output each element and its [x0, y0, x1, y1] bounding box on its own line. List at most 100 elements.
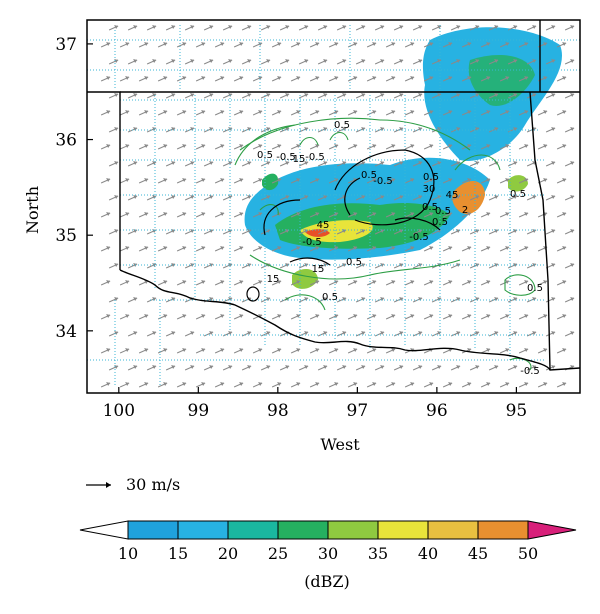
- wind-vector-head: [323, 297, 328, 301]
- wind-vector-head: [410, 382, 415, 386]
- wind-vector-head: [296, 382, 301, 386]
- wind-vector-head: [494, 127, 499, 131]
- wind-vector-head: [201, 382, 206, 386]
- wind-vector-head: [494, 25, 499, 29]
- wind-vector-head: [361, 93, 366, 97]
- wind-vector-head: [296, 212, 301, 216]
- black-contour: [334, 149, 435, 226]
- wind-vector-head: [372, 348, 377, 352]
- wind-vector-head: [456, 263, 461, 267]
- wind-vector-head: [201, 178, 206, 182]
- wind-vector-head: [551, 127, 556, 131]
- wind-vector-head: [114, 93, 119, 97]
- wind-vector-head: [410, 314, 415, 318]
- wind-vector-head: [323, 59, 328, 63]
- wind-vector-head: [524, 42, 529, 46]
- wind-vector-head: [171, 93, 176, 97]
- wind-vector-head: [125, 144, 130, 148]
- wind-vector-head: [285, 195, 290, 199]
- wind-vector-head: [456, 365, 461, 369]
- wind-vector-head: [258, 246, 263, 250]
- wind-vector-head: [524, 76, 529, 80]
- wind-vector-head: [323, 127, 328, 131]
- wind-vector-head: [418, 93, 423, 97]
- colorbar-tick-label: 40: [418, 544, 438, 563]
- wind-vector-head: [342, 93, 347, 97]
- contour-value-label: -0.5: [305, 152, 325, 163]
- wind-vector-head: [315, 212, 320, 216]
- green-contour: [299, 136, 319, 146]
- wind-vector-head: [475, 331, 480, 335]
- wind-vector-head: [570, 127, 575, 131]
- colorbar-unit-label: (dBZ): [304, 572, 350, 591]
- y-tick-label: 36: [55, 131, 77, 151]
- wind-vector-head: [513, 195, 518, 199]
- reference-vector-arrowhead: [106, 482, 111, 488]
- wind-vector-head: [285, 59, 290, 63]
- black-contour: [344, 177, 361, 216]
- wind-vector-head: [551, 297, 556, 301]
- wind-vector-head: [410, 280, 415, 284]
- wind-vector-head: [239, 212, 244, 216]
- wind-vector-head: [467, 42, 472, 46]
- contour-value-label: 2: [462, 205, 468, 216]
- wind-vector-head: [513, 331, 518, 335]
- wind-vector-head: [353, 110, 358, 114]
- reflectivity-region-east-cell: [452, 180, 485, 215]
- wind-vector-head: [551, 161, 556, 165]
- wind-vector-head: [562, 42, 567, 46]
- wind-vector-head: [220, 212, 225, 216]
- colorbar-tick-label: 35: [368, 544, 388, 563]
- wind-vector-head: [372, 382, 377, 386]
- wind-vector-head: [391, 246, 396, 250]
- wind-vector-head: [228, 59, 233, 63]
- wind-vector-head: [304, 127, 309, 131]
- wind-vector-head: [353, 178, 358, 182]
- contour-value-label: 0.5: [423, 172, 439, 183]
- wind-vector-head: [380, 59, 385, 63]
- wind-vector-head: [486, 212, 491, 216]
- colorbar: 10 15 20 25 30 35 40 45 50: [79, 520, 577, 563]
- wind-vector-head: [239, 246, 244, 250]
- colorbar-segment: [177, 520, 229, 540]
- wind-vector-head: [372, 110, 377, 114]
- wind-vector-head: [418, 25, 423, 29]
- wind-vector-head: [239, 178, 244, 182]
- green-contour: [329, 131, 349, 141]
- wind-vector-head: [258, 314, 263, 318]
- wind-vector-head: [296, 110, 301, 114]
- wind-vector-head: [353, 246, 358, 250]
- wind-vector-head: [467, 144, 472, 148]
- wind-vector-head: [486, 280, 491, 284]
- wind-vector-head: [209, 365, 214, 369]
- wind-vector-head: [258, 212, 263, 216]
- wind-vector-head: [190, 161, 195, 165]
- wind-vector-head: [247, 195, 252, 199]
- wind-vector-head: [448, 246, 453, 250]
- wind-vector-head: [334, 144, 339, 148]
- wind-vector-head: [296, 280, 301, 284]
- wind-vector-head: [551, 331, 556, 335]
- wind-vector-head: [133, 127, 138, 131]
- wind-vector-head: [505, 314, 510, 318]
- wind-vector-head: [296, 314, 301, 318]
- reflectivity-region-west-cell: [262, 173, 279, 191]
- wind-vector-head: [296, 246, 301, 250]
- wind-vector-head: [315, 382, 320, 386]
- wind-vector-head: [448, 178, 453, 182]
- black-contours: [246, 149, 441, 302]
- wind-vector-head: [380, 161, 385, 165]
- wind-vector-head: [551, 195, 556, 199]
- wind-vector-head: [239, 42, 244, 46]
- wind-vector-head: [486, 178, 491, 182]
- wind-vector-head: [315, 178, 320, 182]
- wind-vector-head: [171, 161, 176, 165]
- wind-vector-head: [448, 314, 453, 318]
- wind-vector-head: [399, 25, 404, 29]
- wind-vector-head: [380, 195, 385, 199]
- wind-vector-head: [361, 331, 366, 335]
- wind-vector-head: [551, 25, 556, 29]
- contour-labels: 0.50.5 -0.515 -0.50.5-0.53045-0.5150.50.50…: [257, 120, 543, 377]
- wind-vector-head: [315, 144, 320, 148]
